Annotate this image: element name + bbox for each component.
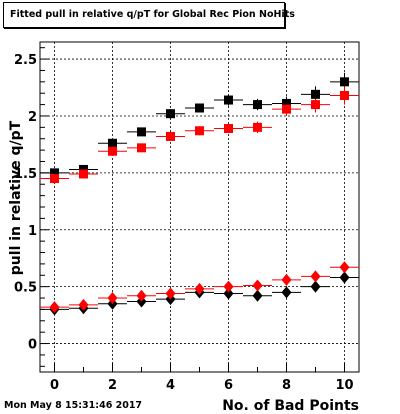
- square-marker: [108, 138, 117, 148]
- x-tick-label: 6: [224, 378, 233, 393]
- diamond-marker: [339, 271, 350, 284]
- square-marker: [137, 127, 146, 137]
- square-marker: [224, 123, 233, 133]
- x-tick-label: 4: [166, 378, 175, 393]
- y-axis-label: pull in relative q/pT: [8, 120, 24, 275]
- square-marker: [282, 98, 291, 108]
- diamond-marker: [281, 273, 292, 286]
- square-marker: [340, 90, 349, 100]
- square-marker: [224, 95, 233, 105]
- diamond-marker: [252, 289, 263, 302]
- diamond-marker: [107, 292, 118, 305]
- x-tick-label: 2: [108, 378, 117, 393]
- diamond-marker: [310, 280, 321, 293]
- diamond-marker: [165, 287, 176, 300]
- diamond-marker: [78, 298, 89, 311]
- square-marker: [108, 146, 117, 156]
- square-marker: [311, 89, 320, 99]
- diamond-marker: [252, 279, 263, 292]
- square-marker: [253, 122, 262, 132]
- x-axis-label: No. of Bad Points: [222, 398, 359, 414]
- y-tick-label: 2.5: [14, 53, 37, 68]
- x-tick-label: 0: [50, 378, 59, 393]
- square-marker: [166, 131, 175, 141]
- square-marker: [79, 169, 88, 179]
- square-marker: [253, 100, 262, 110]
- y-tick-label: 0.5: [14, 281, 37, 296]
- diamond-marker: [281, 286, 292, 299]
- diamond-marker: [49, 301, 60, 314]
- square-marker: [195, 103, 204, 113]
- square-marker: [311, 100, 320, 110]
- x-tick-label: 8: [282, 378, 291, 393]
- square-marker: [166, 109, 175, 119]
- data-points: [49, 77, 350, 316]
- square-marker: [282, 104, 291, 114]
- diamond-marker: [223, 280, 234, 293]
- axis-ticks: [40, 47, 345, 372]
- diamond-marker: [223, 287, 234, 300]
- x-tick-label: 10: [335, 378, 353, 393]
- y-tick-label: 0: [28, 338, 37, 353]
- square-marker: [50, 174, 59, 184]
- diamond-marker: [136, 289, 147, 302]
- square-marker: [50, 168, 59, 178]
- square-marker: [79, 164, 88, 174]
- title-box: Fitted pull in relative q/pT for Global …: [3, 2, 295, 28]
- y-tick-label: 2: [28, 110, 37, 125]
- square-marker: [340, 77, 349, 87]
- y-tick-label: 1: [28, 224, 37, 239]
- diamond-marker: [339, 261, 350, 274]
- diamond-marker: [310, 270, 321, 283]
- y-tick-label: 1.5: [14, 167, 37, 182]
- timestamp: Mon May 8 15:31:46 2017: [4, 400, 143, 411]
- tick-labels: 0 2 4 6 8 10 0 0.5 1 1.5 2 2.5: [14, 53, 354, 393]
- square-marker: [195, 126, 204, 136]
- chart-title: Fitted pull in relative q/pT for Global …: [10, 9, 295, 20]
- square-marker: [137, 143, 146, 153]
- diamond-marker: [194, 282, 205, 295]
